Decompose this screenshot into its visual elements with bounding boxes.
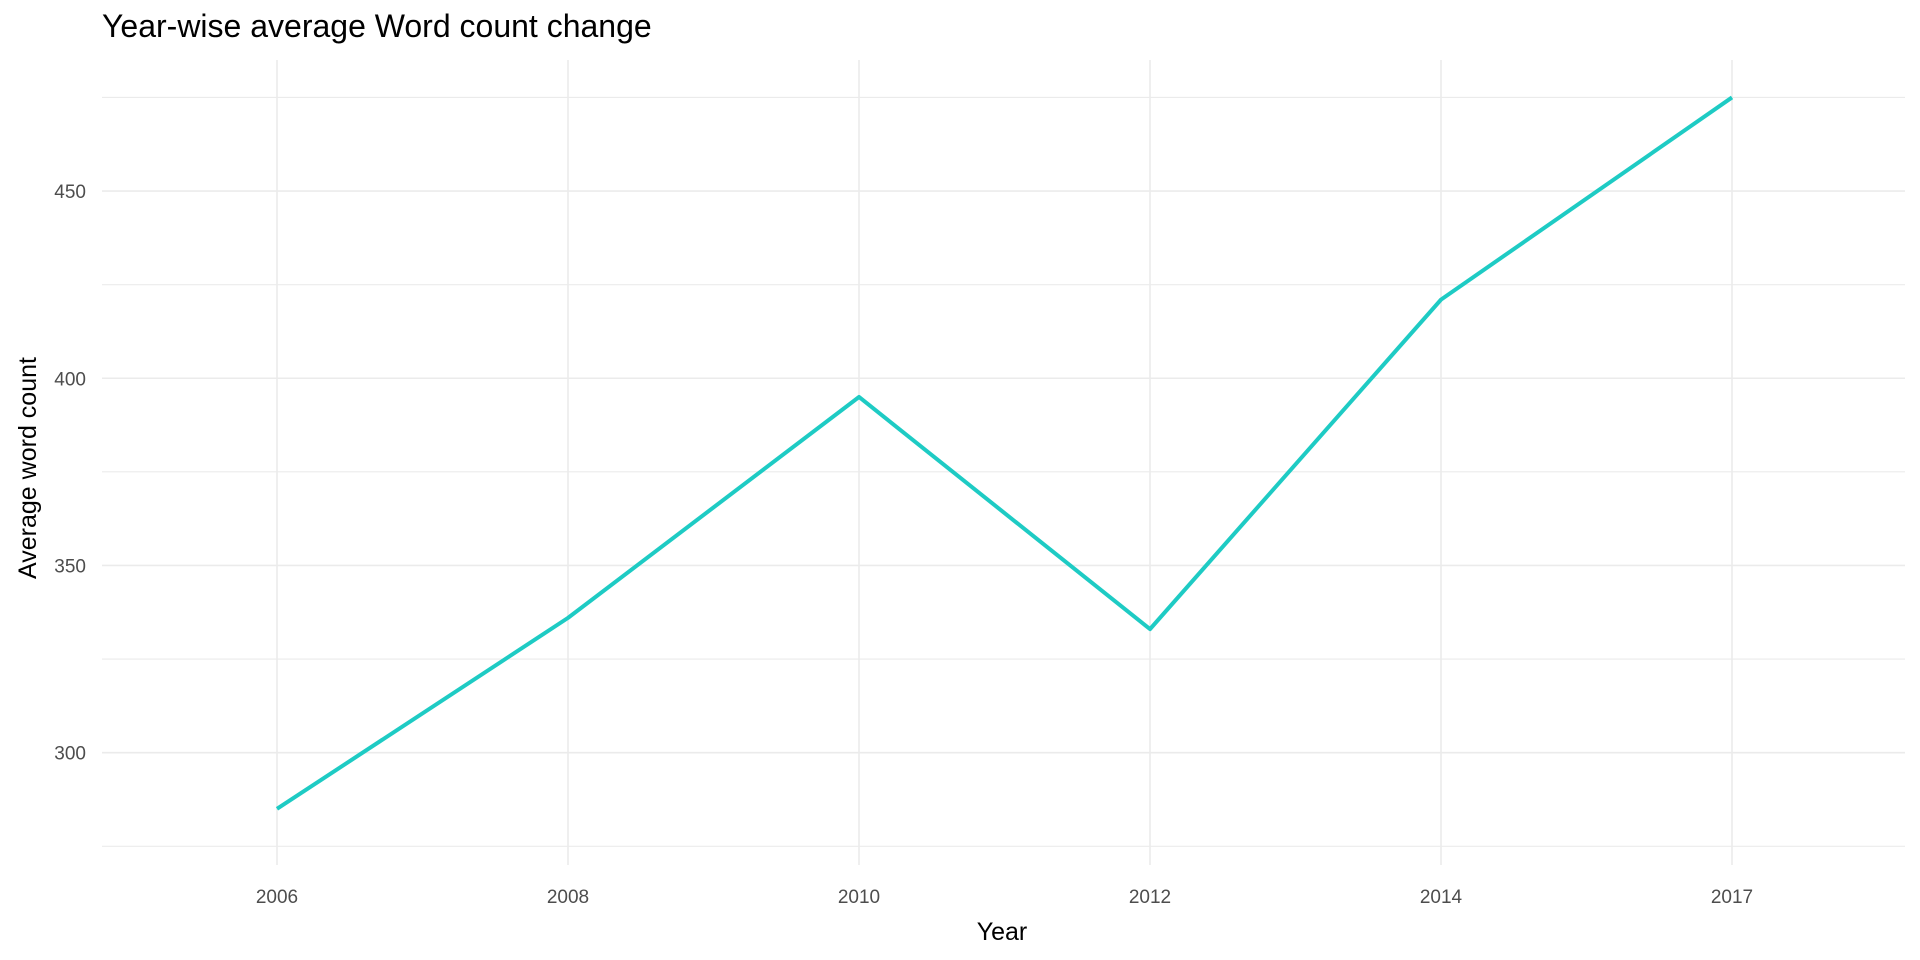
y-tick-label: 300 <box>54 744 86 765</box>
x-tick-label: 2012 <box>1129 887 1171 908</box>
y-tick-label: 350 <box>54 556 86 577</box>
series-line <box>275 95 1734 811</box>
x-tick-label: 2008 <box>547 887 589 908</box>
x-tick-label: 2014 <box>1420 887 1463 908</box>
x-tick-label: 2006 <box>256 887 298 908</box>
series-layer <box>275 95 1734 811</box>
y-tick-label: 450 <box>54 182 86 203</box>
x-axis-title: Year <box>977 918 1028 946</box>
x-tick-label: 2017 <box>1711 887 1753 908</box>
chart-title: Year-wise average Word count change <box>102 8 652 44</box>
y-tick-label: 400 <box>54 369 86 390</box>
x-tick-label: 2010 <box>838 887 880 908</box>
x-tick-labels: 2006 2008 2010 2012 2014 2017 <box>256 887 1753 908</box>
y-tick-labels: 300 350 400 450 <box>54 182 86 765</box>
y-axis-title: Average word count <box>14 357 42 579</box>
grid-lines <box>102 60 1905 865</box>
